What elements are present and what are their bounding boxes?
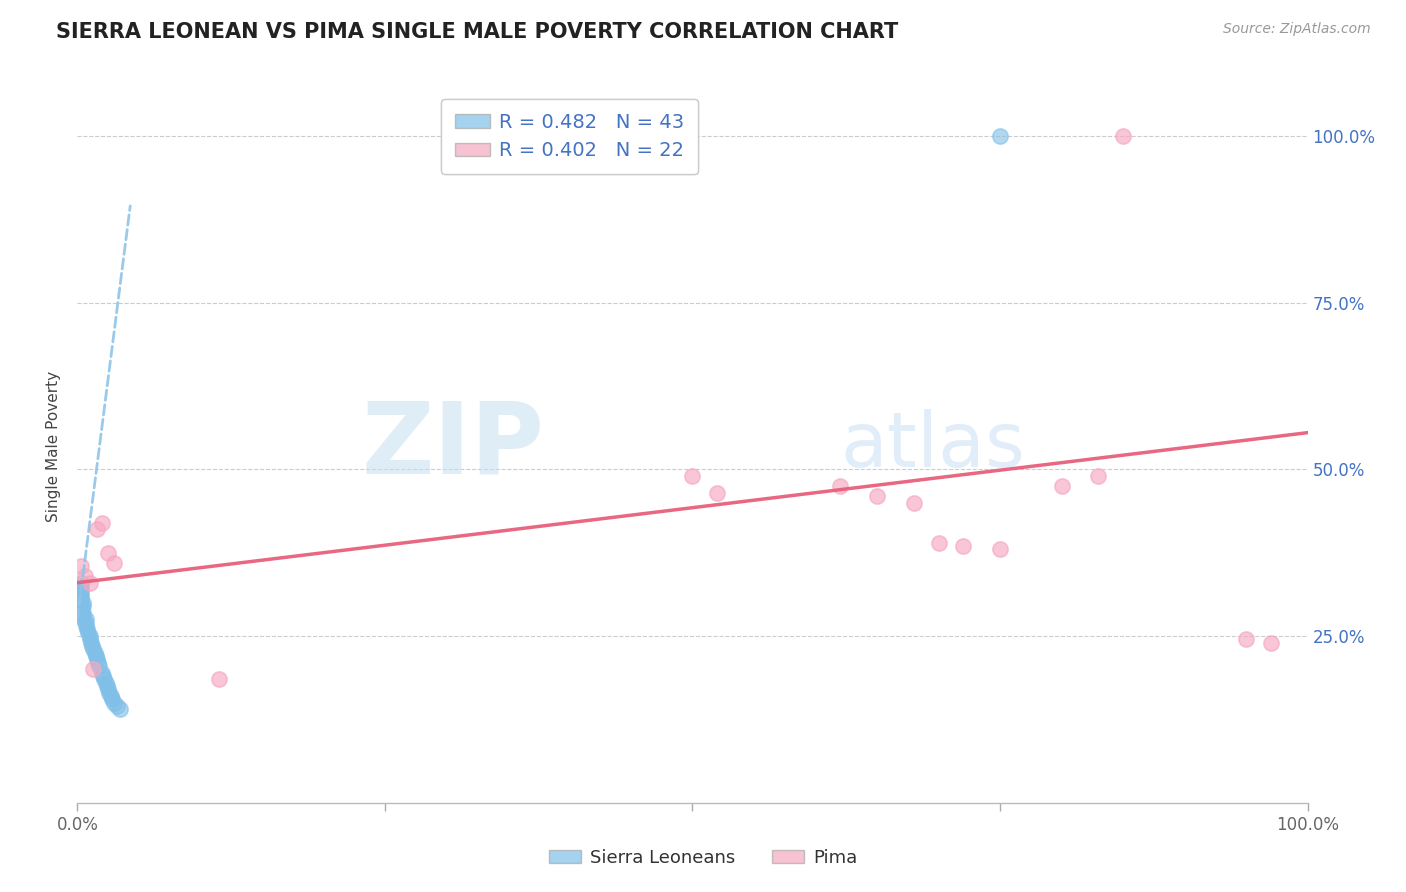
Point — [70, 582, 93, 597]
Point — [706, 485, 728, 500]
Text: ZIP: ZIP — [361, 398, 546, 494]
Point — [70, 579, 93, 593]
Point — [1234, 632, 1257, 647]
Point — [82, 639, 104, 653]
Point — [90, 665, 114, 680]
Point — [903, 496, 925, 510]
Point — [79, 575, 101, 590]
Point — [75, 615, 97, 630]
Point — [79, 629, 101, 643]
Point — [97, 546, 120, 560]
Point — [83, 646, 105, 660]
Point — [84, 649, 107, 664]
Point — [830, 479, 852, 493]
Point — [70, 575, 93, 590]
Point — [988, 542, 1011, 557]
Point — [75, 612, 97, 626]
Point — [70, 585, 93, 599]
Text: Source: ZipAtlas.com: Source: ZipAtlas.com — [1223, 22, 1371, 37]
Point — [101, 692, 124, 706]
Point — [79, 632, 101, 647]
Point — [105, 699, 128, 714]
Point — [98, 686, 121, 700]
Point — [208, 673, 231, 687]
Text: SIERRA LEONEAN VS PIMA SINGLE MALE POVERTY CORRELATION CHART: SIERRA LEONEAN VS PIMA SINGLE MALE POVER… — [56, 22, 898, 42]
Point — [1050, 479, 1073, 493]
Point — [70, 589, 93, 603]
Point — [72, 606, 94, 620]
Point — [103, 696, 125, 710]
Point — [1087, 469, 1109, 483]
Point — [682, 469, 704, 483]
Legend: R = 0.482   N = 43, R = 0.402   N = 22: R = 0.482 N = 43, R = 0.402 N = 22 — [441, 99, 697, 174]
Legend: Sierra Leoneans, Pima: Sierra Leoneans, Pima — [541, 842, 865, 874]
Point — [77, 625, 100, 640]
Point — [952, 539, 974, 553]
Point — [70, 599, 93, 613]
Point — [928, 535, 950, 549]
Point — [75, 619, 97, 633]
Point — [96, 679, 118, 693]
Point — [866, 489, 889, 503]
Point — [72, 612, 94, 626]
Point — [110, 702, 132, 716]
Point — [988, 128, 1011, 143]
Point — [86, 652, 108, 666]
Point — [73, 569, 96, 583]
Point — [76, 623, 98, 637]
Point — [82, 662, 104, 676]
Point — [70, 602, 93, 616]
Point — [70, 592, 93, 607]
Point — [94, 675, 117, 690]
Point — [1260, 636, 1282, 650]
Y-axis label: Single Male Poverty: Single Male Poverty — [46, 370, 62, 522]
Point — [70, 559, 93, 574]
Point — [72, 609, 94, 624]
Point — [70, 606, 93, 620]
Point — [100, 689, 122, 703]
Text: atlas: atlas — [841, 409, 1025, 483]
Point — [87, 656, 110, 670]
Point — [1112, 128, 1135, 143]
Point — [72, 596, 94, 610]
Point — [90, 516, 114, 530]
Point — [86, 522, 108, 536]
Point — [93, 673, 115, 687]
Point — [82, 642, 104, 657]
Point — [103, 556, 125, 570]
Point — [70, 596, 93, 610]
Point — [72, 599, 94, 613]
Point — [97, 682, 120, 697]
Point — [89, 659, 111, 673]
Point — [91, 669, 114, 683]
Point — [80, 636, 103, 650]
